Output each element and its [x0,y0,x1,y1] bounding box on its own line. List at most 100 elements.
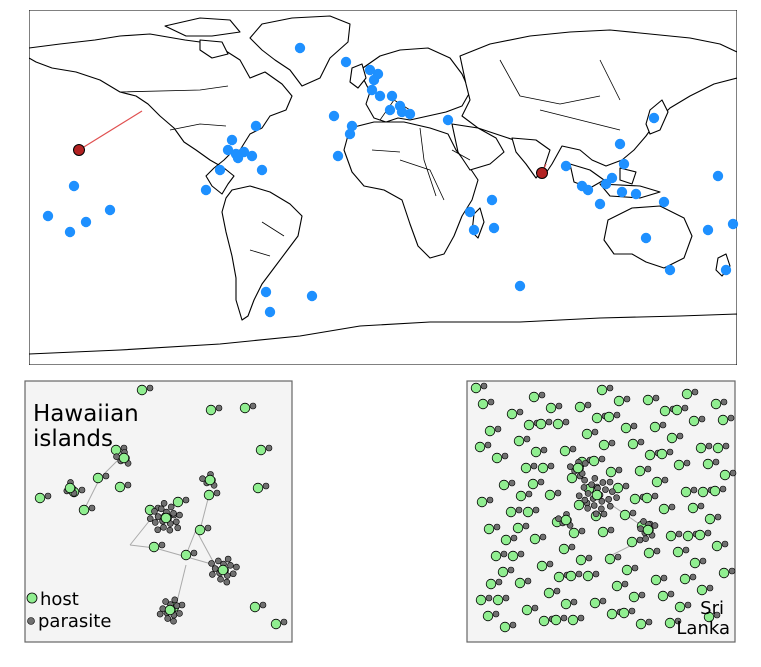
host-node [217,564,229,576]
host-node [537,462,549,474]
parasite-node [588,481,595,488]
parasite-node [547,462,555,470]
parasite-node [146,515,154,522]
host-node [634,465,646,477]
parasite-node [699,557,707,565]
host-node [566,472,578,484]
host-node [520,462,532,474]
host-node [497,566,509,578]
host-node [641,492,653,504]
parasite-node [493,523,501,531]
host-node [659,405,671,417]
parasite-node [607,526,615,534]
parasite-node [486,496,494,504]
parasite-node [728,567,736,575]
parasite-node [598,498,606,505]
parasite-node [158,541,166,549]
parasite-node [487,398,495,406]
parasite-node [682,546,690,554]
host-node [596,384,608,396]
island-point [386,90,398,102]
parasite-node [720,398,728,406]
host-node [559,445,571,457]
island-point [346,120,358,132]
parasite-node [501,452,509,460]
host-node [500,534,512,546]
parasite-node [164,615,172,622]
host-node [92,472,104,484]
host-node [568,527,580,539]
island-point [226,134,238,146]
host-node [552,418,564,430]
parasite-node [569,445,577,453]
parasite-node [584,490,592,497]
parasite-node [531,604,539,612]
host-node [588,455,600,467]
host-node [505,506,517,518]
host-node [160,512,172,524]
host-node [591,412,603,424]
parasite-node [524,577,532,585]
parasite-node [590,502,598,509]
host-node [697,486,709,498]
parasite-node [485,594,493,602]
parasite-node [653,547,661,555]
island-point [618,158,630,170]
host-node [522,506,534,518]
hawaii-title: Hawaiian [33,401,139,427]
land-africa [343,121,479,259]
host-node [550,614,562,626]
host-node [514,577,526,589]
parasite-node [644,465,652,473]
parasite-node [174,524,182,532]
host-node [477,398,489,410]
parasite-node [581,496,589,504]
parasite-node [585,554,593,562]
parasite-node [592,570,600,578]
parasite-node [598,455,606,463]
host-node [538,615,550,627]
island-point [442,114,454,126]
host-node [572,462,584,474]
parasite-node [160,523,167,531]
host-node [506,408,518,420]
host-node [523,419,535,431]
parasite-node [262,482,270,490]
parasite-node [539,533,547,541]
parasite-node [592,510,600,518]
island-point [256,164,268,176]
host-node [544,489,556,501]
island-point [250,120,262,132]
land-antarctica [29,313,737,365]
island-point [514,280,526,292]
island-point [606,172,618,184]
parasite-node [560,614,568,622]
island-point [712,170,724,182]
parasite-node [224,555,232,563]
parasite-node [638,591,646,599]
parasite-node [727,414,735,422]
host-node [618,607,630,619]
parasite-node [494,425,502,433]
parasite-node [600,510,608,518]
host-node [626,536,638,548]
parasite-node [259,601,267,609]
parasite-node [719,485,727,493]
host-node [529,533,541,545]
host-node [703,611,715,623]
parasite-node [233,563,240,571]
island-point [232,152,244,164]
island-point [42,210,54,222]
parasite-node [598,505,605,513]
parasite-node [613,494,620,501]
island-point [664,264,676,276]
host-node [666,432,678,444]
hawaii-network [34,384,288,630]
parasite-node [623,395,631,403]
parasite-node [584,401,592,409]
srilanka-title-line2: Lanka [676,618,730,639]
host-node [476,496,488,508]
host-node [597,526,609,538]
parasite-node [567,463,574,470]
host-node [682,530,694,542]
